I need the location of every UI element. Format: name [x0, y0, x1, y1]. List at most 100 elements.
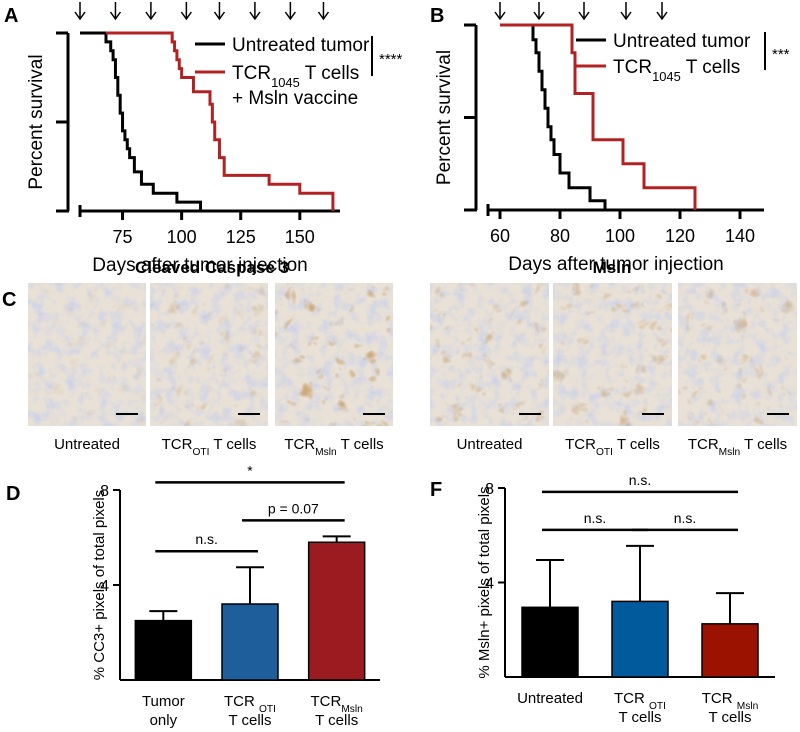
arrow-head	[494, 11, 506, 21]
label-part: TCR	[284, 436, 315, 453]
label-part: T cells	[618, 709, 661, 726]
label-part: Untreated	[457, 436, 523, 453]
bar	[221, 603, 279, 681]
label-part: TCR	[565, 436, 596, 453]
comparison-label: n.s.	[629, 472, 652, 488]
label: T cells	[315, 712, 358, 729]
y-tick-label: 8	[485, 481, 494, 498]
y-tick-label: 4	[485, 576, 494, 593]
subscript: OTI	[259, 704, 276, 715]
label: Untreated	[54, 436, 120, 453]
bar	[134, 619, 193, 681]
arrow-head	[284, 11, 296, 21]
label-part: T cells	[228, 712, 271, 729]
label-part: Untreated tumor	[232, 35, 370, 56]
panel-letter: F	[430, 479, 442, 501]
arrow-head	[145, 11, 157, 21]
arrow-head	[533, 11, 545, 21]
label-part: TCR	[232, 63, 271, 84]
arrow-head	[109, 11, 122, 21]
label-part: TCR	[310, 693, 341, 710]
x-tick-label: 80	[550, 226, 570, 246]
label: TCRMsln T cells	[284, 436, 383, 458]
micrograph	[553, 283, 672, 426]
label: TCR1045 T cells	[232, 63, 359, 90]
label: TCR Msln	[702, 690, 759, 712]
label: TCR OTI	[224, 693, 276, 715]
panel-letter: B	[430, 5, 444, 27]
label: Untreated	[517, 690, 583, 707]
arrow-head	[317, 11, 330, 21]
y-tick-label: 8	[100, 483, 109, 500]
arrow-head	[213, 11, 226, 21]
subscript: Msln	[341, 704, 363, 715]
subscript: OTI	[596, 447, 613, 458]
dose-arrow	[180, 2, 192, 21]
subscript: Msln	[737, 701, 759, 712]
subscript: Msln	[315, 447, 337, 458]
bar	[611, 600, 669, 678]
bar	[701, 623, 759, 678]
label-part: T cells	[708, 709, 751, 726]
x-tick-label: 150	[285, 227, 315, 247]
label-part: T cells	[337, 436, 384, 453]
dose-arrow	[109, 2, 122, 21]
comparison-label: p = 0.07	[268, 500, 319, 516]
label: + Msln vaccine	[232, 88, 358, 109]
subscript: 1045	[652, 69, 681, 84]
panel-title: Cleaved Caspase 3	[135, 258, 289, 277]
x-axis-label: Days after tumor injection	[92, 255, 307, 276]
label-part: TCR	[614, 690, 649, 707]
label-part: Untreated tumor	[613, 31, 751, 52]
tissue-stain	[275, 283, 393, 426]
micrograph	[678, 283, 797, 426]
arrow-head	[249, 11, 261, 21]
label: T cells	[228, 712, 271, 729]
label-part: only	[150, 712, 178, 729]
dose-arrow	[656, 2, 668, 21]
label-part: Untreated	[54, 436, 120, 453]
comparison-label: n.s.	[195, 531, 218, 547]
label-part: T cells	[300, 63, 360, 84]
label: only	[150, 712, 178, 729]
label-part: Untreated	[517, 690, 583, 707]
arrow-head	[620, 11, 632, 21]
tissue-stain	[430, 283, 549, 426]
label: Untreated	[457, 436, 523, 453]
arrow-head	[656, 11, 668, 21]
panel-letter: C	[2, 289, 16, 311]
label-part: T cells	[681, 57, 741, 78]
tissue-stain	[150, 283, 268, 426]
label: TCRMsln T cells	[688, 436, 787, 458]
x-axis-label: Days after tumor injection	[508, 254, 723, 275]
label-part: T cells	[315, 712, 358, 729]
label-part: T cells	[740, 436, 787, 453]
dose-arrow	[578, 2, 590, 21]
subscript: OTI	[649, 701, 666, 712]
arrow-head	[74, 11, 86, 21]
micrograph	[28, 283, 146, 426]
label: Tumor	[142, 693, 185, 710]
dose-arrow	[213, 2, 226, 21]
dose-arrow	[533, 2, 545, 21]
x-tick-label: 100	[605, 226, 635, 246]
micrograph	[150, 283, 268, 426]
comparison-label: n.s.	[674, 510, 697, 526]
micrograph	[430, 283, 549, 426]
significance: ****	[379, 51, 403, 68]
label-part: TCR	[702, 690, 737, 707]
y-axis-label: % Msln+ pixels of total pixels	[476, 486, 493, 678]
label-part: TCR	[224, 693, 259, 710]
y-tick-label: 4	[100, 578, 109, 595]
dose-arrow	[620, 2, 632, 21]
tissue-stain	[28, 283, 146, 426]
label: Untreated tumor	[232, 35, 370, 56]
label: T cells	[708, 709, 751, 726]
bar	[521, 606, 579, 678]
micrograph	[275, 283, 393, 426]
label-part: T cells	[209, 436, 256, 453]
dose-arrow	[145, 2, 157, 21]
label: TCROTI T cells	[162, 436, 257, 458]
label-part: Tumor	[142, 693, 185, 710]
